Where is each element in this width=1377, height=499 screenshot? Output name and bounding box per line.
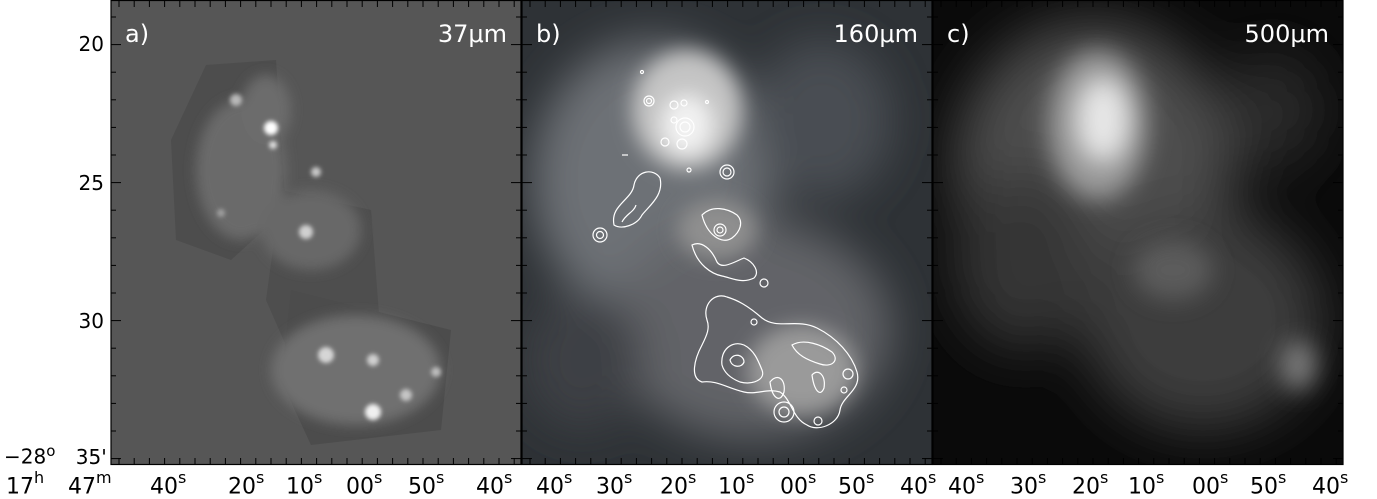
x-tick-unit: s [928,468,937,487]
x-tick-number: 00 [780,474,808,499]
x-tick-number: 17 [6,474,34,499]
panel-500um-image: c) 500μm [933,0,1343,464]
x-tick-unit: h [34,468,45,487]
x-tick-unit: s [504,468,513,487]
x-tick-number: 10 [286,474,314,499]
panel-37um-image: a) 37μm [111,0,521,464]
panel-160um-image: b) 160μm [522,0,932,464]
x-tick-number: 30 [596,474,624,499]
x-tick-unit: s [564,468,573,487]
x-tick-number: 20 [1072,474,1100,499]
x-tick-number: 20 [228,474,256,499]
y-tick-25: 25 [78,171,104,195]
x-tick-label: 40s [150,468,187,499]
x-tick-label: 47m [68,468,112,499]
panel-a-label: a) [125,20,150,48]
x-tick-number: 20 [660,474,688,499]
x-tick-label: 10s [1128,468,1165,499]
x-tick-number: 10 [718,474,746,499]
panel-c-label: c) [947,20,970,48]
x-tick-label: 17h [6,468,45,499]
x-tick-label: 00s [1192,468,1229,499]
x-tick-number: 40 [900,474,928,499]
y-tick-35: 35' [75,444,107,469]
x-tick-label: 00s [346,468,383,499]
x-tick-number: 30 [1010,474,1038,499]
x-tick-label: 30s [1010,468,1047,499]
x-tick-label: 50s [408,468,445,499]
x-tick-label: 20s [228,468,265,499]
x-tick-number: 40 [536,474,564,499]
x-tick-label: 30s [596,468,633,499]
x-tick-unit: s [256,468,265,487]
x-tick-number: 00 [1192,474,1220,499]
x-tick-number: 47 [68,474,96,499]
x-tick-unit: s [1340,468,1349,487]
x-tick-label: 20s [660,468,697,499]
x-tick-number: 50 [408,474,436,499]
x-tick-label: 40s [1312,468,1349,499]
x-tick-unit: s [808,468,817,487]
x-tick-number: 40 [1312,474,1340,499]
y-origin-sup: o [46,442,56,460]
x-tick-unit: m [96,468,112,487]
x-tick-label: 40s [900,468,937,499]
x-tick-number: 10 [1128,474,1156,499]
x-tick-unit: s [314,468,323,487]
x-tick-label: 40s [476,468,513,499]
x-tick-unit: s [1278,468,1287,487]
x-tick-number: 50 [1250,474,1278,499]
x-tick-unit: s [1038,468,1047,487]
x-tick-label: 20s [1072,468,1109,499]
x-tick-unit: s [436,468,445,487]
panel-b-wavelength: 160μm [833,20,918,48]
y-tick-30: 30 [78,309,104,333]
y-origin-prefix: −28 [4,444,47,469]
x-tick-unit: s [178,468,187,487]
x-tick-unit: s [374,468,383,487]
x-tick-number: 40 [150,474,178,499]
panel-b-label: b) [536,20,561,48]
panel-a-wavelength: 37μm [437,20,507,48]
x-tick-unit: s [1220,468,1229,487]
x-tick-unit: s [1156,468,1165,487]
x-tick-number: 50 [838,474,866,499]
panel-c-wavelength: 500μm [1244,20,1329,48]
x-tick-label: 40s [536,468,573,499]
x-tick-number: 40 [948,474,976,499]
x-tick-label: 50s [838,468,875,499]
x-tick-unit: s [624,468,633,487]
x-tick-unit: s [1100,468,1109,487]
x-tick-label: 10s [286,468,323,499]
x-tick-label: 50s [1250,468,1287,499]
y-tick-origin: −28o 35' [4,442,107,469]
y-tick-20: 20 [78,32,104,56]
x-tick-label: 00s [780,468,817,499]
x-tick-number: 40 [476,474,504,499]
x-tick-label: 40s [948,468,985,499]
x-tick-unit: s [866,468,875,487]
x-tick-unit: s [746,468,755,487]
x-tick-unit: s [976,468,985,487]
x-tick-unit: s [688,468,697,487]
x-tick-label: 10s [718,468,755,499]
x-tick-number: 00 [346,474,374,499]
